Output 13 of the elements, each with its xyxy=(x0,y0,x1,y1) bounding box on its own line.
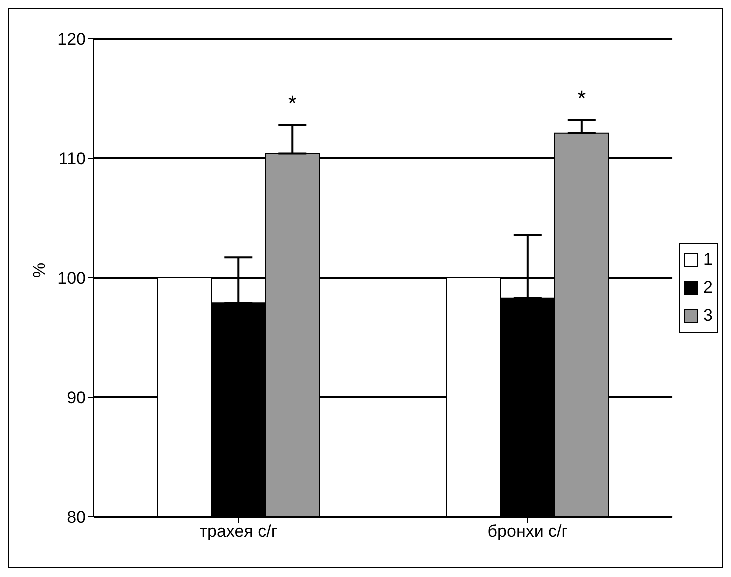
annotation: * xyxy=(578,86,587,112)
legend-label: 3 xyxy=(704,306,713,326)
x-tick-label: бронхи с/г xyxy=(488,522,568,542)
legend-label: 1 xyxy=(704,250,713,270)
y-tick-label: 110 xyxy=(58,150,86,169)
y-tick-label: 90 xyxy=(67,388,86,408)
annotation: * xyxy=(288,90,298,116)
y-tick-label: 120 xyxy=(58,30,86,50)
x-tick-label: трахея с/г xyxy=(200,522,278,542)
legend-label: 2 xyxy=(704,278,713,298)
y-axis-title: % xyxy=(30,262,50,278)
y-tick-label: 80 xyxy=(67,508,86,528)
y-tick-label: 100 xyxy=(58,269,86,288)
